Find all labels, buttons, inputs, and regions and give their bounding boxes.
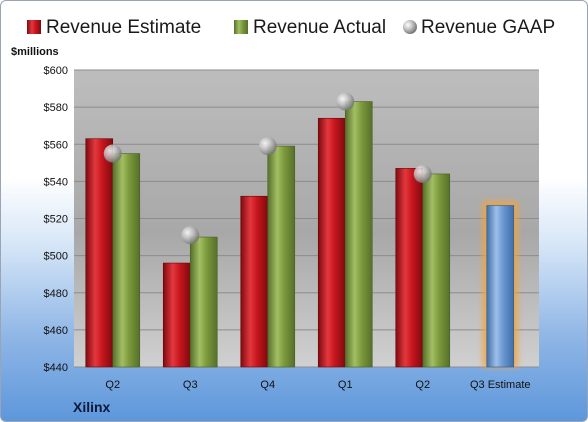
x-tick-label: Q3 Estimate: [470, 379, 531, 391]
bar-revenue-actual: [189, 236, 218, 368]
marker-revenue-gaap: [336, 92, 355, 111]
legend-label-estimate: Revenue Estimate: [46, 17, 201, 38]
x-tick-label: Q2: [415, 379, 430, 391]
y-tick-label: $520: [44, 214, 68, 226]
bar-revenue-actual: [344, 101, 373, 368]
legend-item-revenue-gaap: Revenue GAAP: [403, 17, 555, 38]
marker-revenue-gaap: [103, 144, 122, 163]
y-tick-label: $540: [44, 176, 68, 188]
bar-revenue-estimate: [85, 138, 114, 368]
x-axis-ticks: Q2 Q3 Q4 Q1 Q2 Q3 Estimate: [105, 379, 530, 391]
legend-swatch-actual: [234, 20, 248, 34]
gridlines: [74, 69, 539, 368]
y-tick-label: $580: [44, 102, 68, 114]
y-tick-label: $560: [44, 139, 68, 151]
bar-revenue-estimate: [162, 262, 191, 368]
company-name: Xilinx: [73, 399, 111, 415]
legend-swatch-gaap: [403, 20, 417, 34]
legend-label-gaap: Revenue GAAP: [421, 17, 555, 38]
bar-revenue-estimate: [317, 117, 346, 368]
gaap-markers: [103, 92, 432, 245]
y-tick-label: $500: [44, 251, 68, 263]
legend-item-revenue-estimate: Revenue Estimate: [27, 17, 201, 38]
y-tick-label: $480: [44, 288, 68, 300]
x-tick-label: Q3: [183, 379, 198, 391]
legend: Revenue Estimate Revenue Actual Revenue …: [27, 17, 555, 38]
y-axis-ticks: $440 $460 $480 $500 $520 $540 $560 $580 $600: [44, 65, 68, 374]
marker-revenue-gaap: [181, 226, 200, 245]
marker-revenue-gaap: [413, 164, 432, 183]
bar-revenue-actual: [267, 145, 296, 368]
x-tick-label: Q4: [260, 379, 275, 391]
y-tick-label: $600: [44, 65, 68, 77]
bar-revenue-actual: [112, 153, 141, 368]
bar-revenue-estimate: [240, 195, 269, 368]
y-axis-unit-label: $millions: [11, 46, 59, 58]
x-tick-label: Q2: [105, 379, 120, 391]
bars: [85, 101, 518, 368]
x-tick-label: Q1: [338, 379, 353, 391]
y-tick-label: $440: [44, 362, 68, 374]
y-tick-label: $460: [44, 325, 68, 337]
legend-item-revenue-actual: Revenue Actual: [234, 17, 386, 38]
legend-label-actual: Revenue Actual: [253, 17, 386, 38]
marker-revenue-gaap: [258, 137, 277, 156]
bar-q3-estimate: [486, 205, 515, 368]
bar-revenue-actual: [422, 173, 451, 368]
legend-swatch-estimate: [27, 20, 41, 34]
bar-revenue-estimate: [395, 168, 424, 368]
